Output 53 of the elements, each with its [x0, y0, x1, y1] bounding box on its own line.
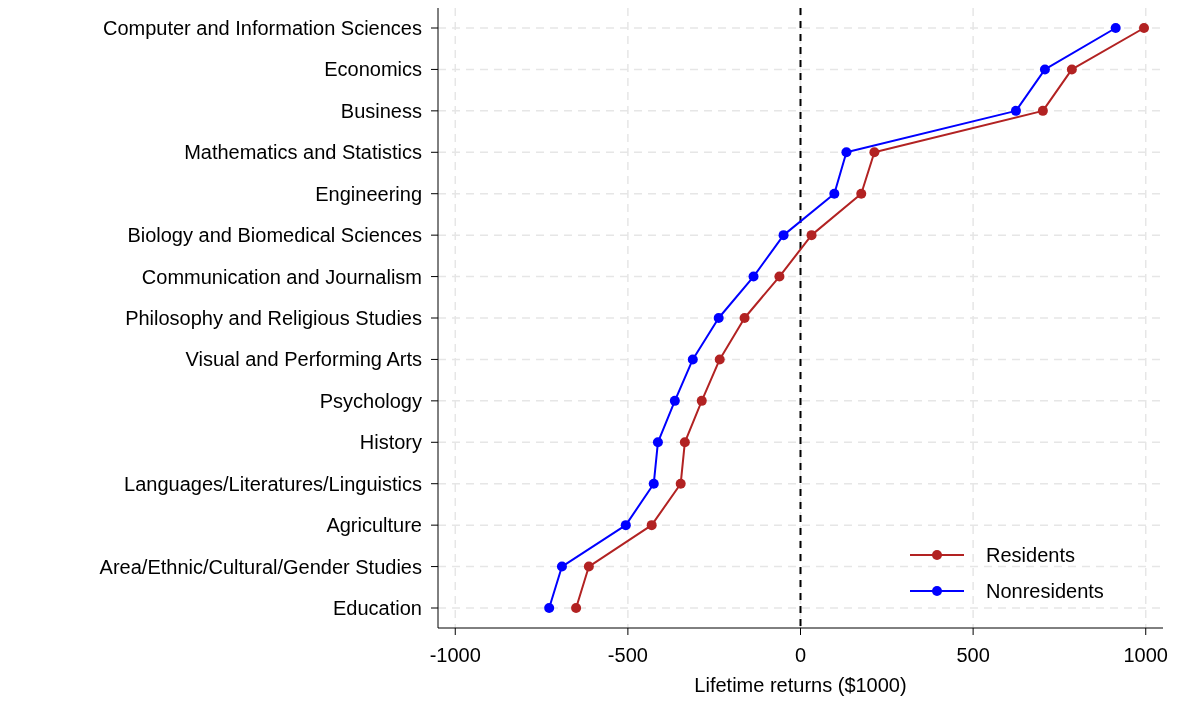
point — [648, 478, 659, 489]
y-tick-label: Area/Ethnic/Cultural/Gender Studies — [99, 555, 422, 578]
y-tick-label: Psychology — [319, 389, 422, 412]
point — [646, 520, 657, 531]
point — [713, 313, 724, 323]
point — [778, 230, 789, 241]
x-tick-label: -1000 — [429, 644, 481, 666]
y-tick-label: Business — [340, 99, 422, 122]
point — [1010, 105, 1021, 116]
point — [774, 271, 785, 282]
point — [687, 354, 698, 365]
x-tick-label: 1000 — [1123, 644, 1168, 666]
y-tick-label: Communication and Journalism — [141, 265, 422, 288]
point — [1110, 23, 1121, 33]
point — [841, 147, 852, 158]
point — [1066, 64, 1077, 75]
y-tick-label: Computer and Information Sciences — [102, 17, 422, 39]
point — [669, 395, 680, 406]
x-tick-label: 500 — [956, 644, 990, 666]
x-axis-title: Lifetime returns ($1000) — [694, 674, 907, 696]
point — [829, 188, 840, 199]
point — [544, 603, 555, 613]
y-tick-label: Education — [333, 597, 422, 619]
point — [556, 561, 567, 572]
x-tick-label: -500 — [607, 644, 648, 666]
y-tick-label: Agriculture — [326, 514, 422, 537]
y-tick-label: Visual and Performing Arts — [185, 348, 422, 371]
point — [652, 437, 663, 448]
point — [869, 147, 880, 158]
point — [739, 313, 750, 323]
point — [748, 271, 759, 282]
y-tick-label: Philosophy and Religious Studies — [125, 307, 422, 329]
point — [856, 188, 867, 199]
x-tick-label: 0 — [794, 644, 807, 666]
y-tick-label: Engineering — [315, 182, 422, 205]
y-tick-label: Economics — [324, 58, 422, 81]
point — [583, 561, 594, 572]
point — [1139, 23, 1150, 33]
y-tick-label: Biology and Biomedical Sciences — [127, 224, 422, 247]
point — [1037, 105, 1048, 116]
point — [1039, 64, 1050, 75]
point — [675, 478, 686, 489]
point — [696, 395, 707, 406]
point — [679, 437, 690, 448]
point — [806, 230, 817, 241]
y-tick-label: History — [359, 431, 422, 454]
y-tick-label: Languages/Literatures/Linguistics — [124, 472, 422, 495]
legend-label: Residents — [986, 544, 1075, 566]
point — [620, 520, 631, 531]
point — [571, 603, 582, 613]
point — [714, 354, 725, 365]
y-tick-label: Mathematics and Statistics — [184, 141, 422, 164]
legend-label: Nonresidents — [986, 580, 1104, 602]
